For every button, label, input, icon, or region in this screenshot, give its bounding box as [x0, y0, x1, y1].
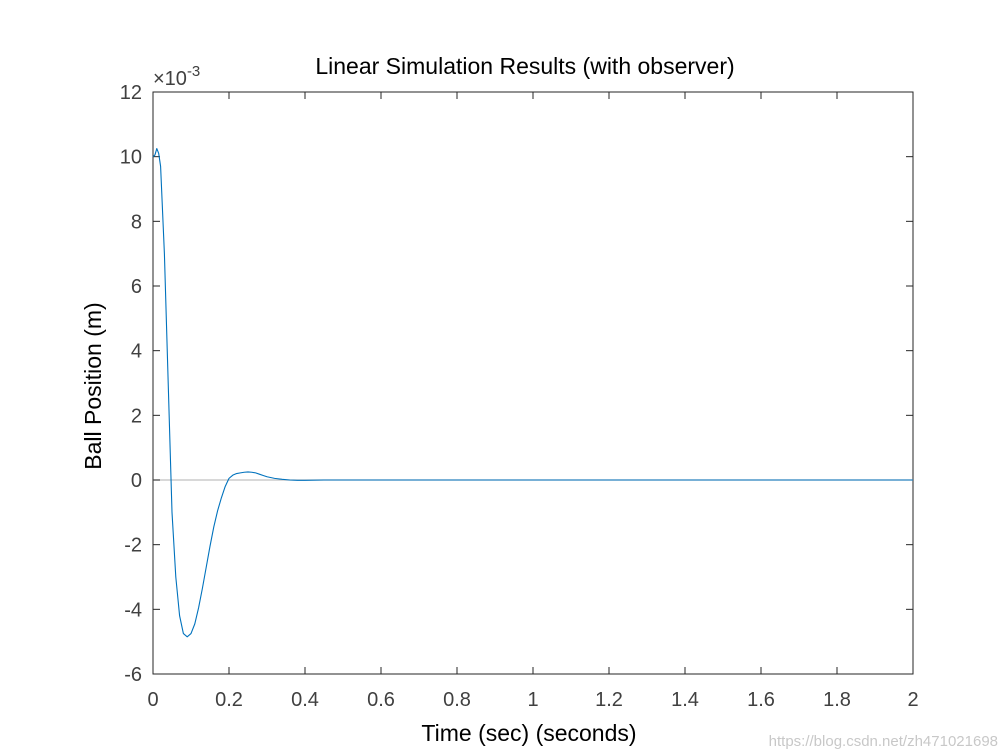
x-tick-label: 1.8 [823, 689, 851, 711]
y-exponent-multiplier: ×10 [153, 68, 187, 90]
y-tick-label: 0 [131, 470, 142, 492]
y-tick-label: 6 [131, 276, 142, 298]
series-layer [152, 148, 913, 638]
y-tick-label: 4 [131, 341, 142, 363]
y-axis-ticks: -6 -4 -2 0 2 4 6 8 10 12 [120, 82, 913, 686]
x-tick-label: 0.4 [291, 689, 319, 711]
y-exponent-power: -3 [187, 63, 200, 80]
y-exponent-base: ×10-3 [153, 63, 200, 90]
y-axis-label: Ball Position (m) [80, 302, 106, 469]
x-tick-label: 0.6 [367, 689, 395, 711]
y-tick-label: -2 [124, 535, 142, 557]
y-tick-label: -4 [124, 599, 142, 621]
y-tick-label: -6 [124, 664, 142, 686]
x-tick-label: 1.4 [671, 689, 699, 711]
x-tick-label: 2 [907, 689, 918, 711]
x-tick-label: 0.8 [443, 689, 471, 711]
x-tick-label: 0 [147, 689, 158, 711]
y-axis-exponent: ×10-3 [153, 63, 200, 90]
chart-title: Linear Simulation Results (with observer… [315, 53, 734, 79]
x-tick-label: 1.6 [747, 689, 775, 711]
series-line [152, 148, 913, 638]
x-tick-label: 1.2 [595, 689, 623, 711]
x-tick-label: 1 [527, 689, 538, 711]
y-tick-label: 2 [131, 405, 142, 427]
y-tick-label: 10 [120, 147, 142, 169]
x-tick-label: 0.2 [215, 689, 243, 711]
y-tick-label: 12 [120, 82, 142, 104]
axes-frame [152, 91, 914, 675]
watermark-text: https://blog.csdn.net/zh471021698 [769, 733, 998, 750]
y-tick-label: 8 [131, 211, 142, 233]
plot-area: 0 0.2 0.4 0.6 0.8 1 1.2 1.4 1.6 1.8 2 -6 -4 -2 0 2 4 6 8 1… [120, 82, 919, 711]
x-axis-label: Time (sec) (seconds) [421, 720, 636, 746]
x-axis-ticks: 0 0.2 0.4 0.6 0.8 1 1.2 1.4 1.6 1.8 2 [147, 92, 919, 711]
